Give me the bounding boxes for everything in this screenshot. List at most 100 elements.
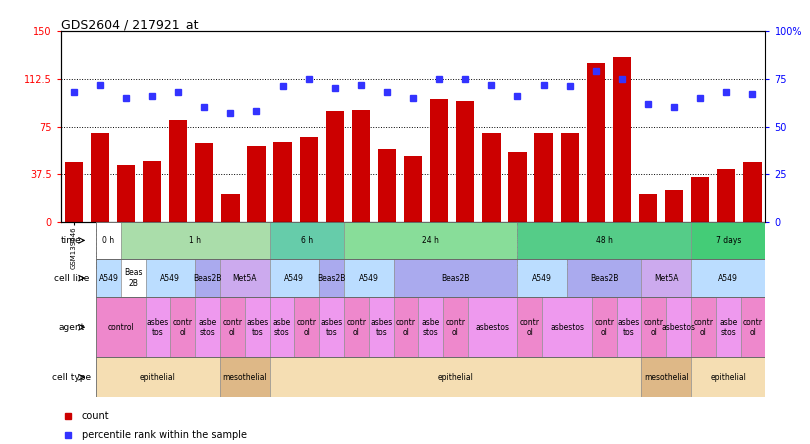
Text: A549: A549 [359, 274, 378, 283]
Text: contr
ol: contr ol [693, 317, 714, 337]
Bar [740, 297, 765, 357]
Bar [344, 259, 394, 297]
Bar [344, 297, 369, 357]
Bar [221, 194, 240, 222]
Text: A549: A549 [718, 274, 738, 283]
Text: A549: A549 [284, 274, 305, 283]
Text: control: control [108, 323, 134, 332]
Bar [642, 259, 691, 297]
Bar [117, 165, 135, 222]
Bar [195, 297, 220, 357]
Text: cell type: cell type [52, 373, 91, 382]
Bar [270, 222, 344, 259]
Text: 1 h: 1 h [190, 236, 201, 245]
Bar [691, 297, 716, 357]
Bar [404, 156, 422, 222]
Text: Beas
2B: Beas 2B [124, 269, 143, 288]
Text: asbes
tos: asbes tos [147, 317, 169, 337]
Bar [96, 259, 765, 297]
Bar [518, 259, 567, 297]
Text: contr
ol: contr ol [223, 317, 242, 337]
Bar [352, 110, 370, 222]
Bar [394, 297, 418, 357]
Bar [542, 297, 592, 357]
Bar [300, 137, 318, 222]
Bar [121, 259, 146, 297]
Text: contr
ol: contr ol [296, 317, 317, 337]
Text: 48 h: 48 h [596, 236, 612, 245]
Bar [247, 146, 266, 222]
Bar [270, 357, 642, 397]
Bar [96, 297, 765, 357]
Bar [586, 63, 605, 222]
Bar [716, 297, 740, 357]
Text: Beas2B: Beas2B [441, 274, 470, 283]
Bar [394, 259, 518, 297]
Text: epithelial: epithelial [437, 373, 474, 382]
Bar [170, 297, 195, 357]
Text: 6 h: 6 h [301, 236, 313, 245]
Text: asbe
stos: asbe stos [273, 317, 291, 337]
Bar [270, 297, 294, 357]
Bar [561, 133, 579, 222]
Bar [567, 259, 642, 297]
Bar [616, 297, 642, 357]
Text: epithelial: epithelial [140, 373, 176, 382]
Text: A549: A549 [532, 274, 552, 283]
Bar [96, 222, 121, 259]
Text: count: count [82, 411, 109, 421]
Text: Met5A: Met5A [654, 274, 679, 283]
Text: mesothelial: mesothelial [223, 373, 267, 382]
Bar [535, 133, 552, 222]
Bar [326, 111, 344, 222]
Text: Beas2B: Beas2B [590, 274, 619, 283]
Bar [319, 259, 344, 297]
Bar [245, 297, 270, 357]
Bar [667, 297, 691, 357]
Text: 24 h: 24 h [422, 236, 439, 245]
Bar [592, 297, 616, 357]
Text: A549: A549 [99, 274, 118, 283]
Bar [443, 297, 468, 357]
Text: contr
ol: contr ol [595, 317, 614, 337]
Bar [642, 297, 667, 357]
Bar [377, 150, 396, 222]
Bar [96, 259, 121, 297]
Bar [418, 297, 443, 357]
Bar [195, 259, 220, 297]
Bar [639, 194, 657, 222]
Bar [665, 190, 683, 222]
Bar [691, 222, 765, 259]
Text: agent: agent [58, 323, 84, 332]
Text: Beas2B: Beas2B [194, 274, 222, 283]
Bar [65, 162, 83, 222]
Text: time: time [61, 236, 82, 245]
Bar [642, 357, 691, 397]
Text: asbes
tos: asbes tos [246, 317, 268, 337]
Text: contr
ol: contr ol [173, 317, 193, 337]
Text: Met5A: Met5A [232, 274, 257, 283]
Text: 7 days: 7 days [715, 236, 741, 245]
Bar [220, 259, 270, 297]
Bar [169, 120, 187, 222]
Text: Beas2B: Beas2B [318, 274, 346, 283]
Bar [274, 142, 292, 222]
Text: contr
ol: contr ol [396, 317, 416, 337]
Text: asbe
stos: asbe stos [719, 317, 737, 337]
Bar [344, 222, 518, 259]
Bar [96, 357, 765, 397]
Bar [509, 152, 526, 222]
Bar [220, 297, 245, 357]
Bar [744, 162, 761, 222]
Bar [96, 297, 146, 357]
Bar [691, 357, 765, 397]
Bar [319, 297, 344, 357]
Text: contr
ol: contr ol [743, 317, 763, 337]
Text: percentile rank within the sample: percentile rank within the sample [82, 430, 247, 440]
Bar [518, 222, 691, 259]
Bar [146, 297, 170, 357]
Bar [294, 297, 319, 357]
Bar [146, 259, 195, 297]
Bar [691, 259, 765, 297]
Bar [220, 357, 270, 397]
